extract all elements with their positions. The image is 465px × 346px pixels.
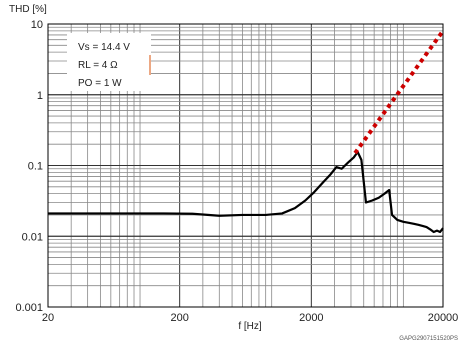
figure-code: GAPG2907151520PS [399,336,458,342]
x-tick-label: 20000 [428,312,459,324]
y-tick-label: 1 [37,90,43,102]
series-line-dotted [353,29,445,155]
y-tick-label: 0.001 [15,302,43,314]
x-tick-label: 20 [42,312,54,324]
condition-po: PO = 1 W [78,78,122,89]
plot-frame [47,23,444,308]
condition-vs: Vs = 14.4 V [78,42,130,53]
y-tick-label: 10 [31,19,43,31]
conditions-box: Vs = 14.4 V RL = 4 Ω PO = 1 W [67,33,151,91]
tick-labels: 20 200 2000 20000 10 1 0.1 0.01 0.001 [15,19,458,324]
x-tick-label: 200 [170,312,188,324]
x-axis-label: f [Hz] [238,321,262,332]
x-tick-label: 2000 [299,312,323,324]
series-line-solid [48,150,444,234]
y-axis-label: THD [%] [9,4,47,15]
condition-rl: RL = 4 Ω [78,60,118,71]
y-tick-label: 0.01 [22,231,43,243]
y-tick-label: 0.1 [28,161,43,173]
series-layer [48,29,445,234]
